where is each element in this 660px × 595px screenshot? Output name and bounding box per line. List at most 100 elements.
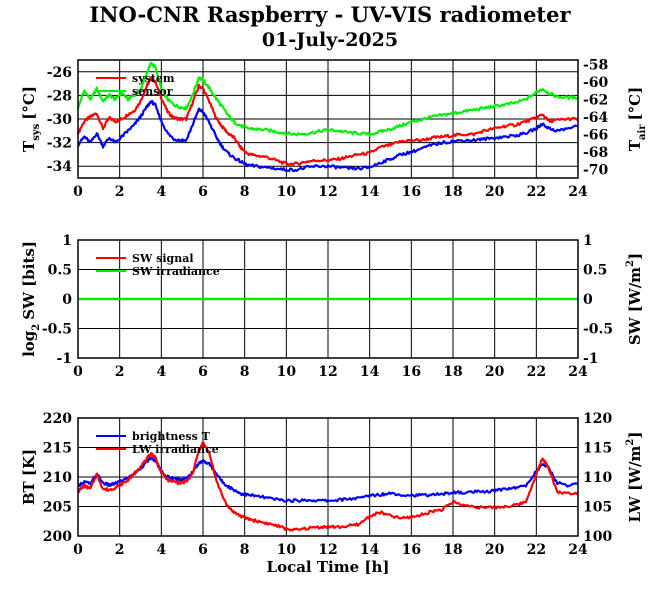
y-right-axis-label-unit: ] (626, 432, 644, 439)
y-left-axis-label-unit: SW [bits] (20, 241, 38, 320)
x-tick-label: 12 (318, 364, 337, 380)
x-tick-label: 4 (156, 364, 166, 380)
y-left-axis-label: BT [K] (20, 449, 38, 505)
y-right-tick-label: 0 (583, 292, 593, 308)
y-right-tick-label: 105 (583, 500, 612, 516)
y-left-tick-label: -34 (47, 159, 73, 175)
y-left-axis-label-main: log (20, 330, 38, 357)
x-tick-label: 4 (156, 184, 166, 200)
x-tick-label: 6 (198, 542, 208, 558)
y-right-axis-label-unit: ] (626, 253, 644, 260)
y-right-tick-label: -0.5 (583, 322, 613, 338)
x-tick-label: 16 (402, 364, 421, 380)
y-right-axis-label-main: LW [W/m (626, 445, 644, 522)
series-line-system (76, 76, 579, 167)
y-right-axis-label: Tair [°C] (626, 87, 648, 151)
y-right-tick-label: -64 (583, 110, 609, 126)
y-left-axis-label: log2 SW [bits] (20, 241, 42, 357)
y-right-axis-label-sub: air (637, 124, 648, 140)
y-right-tick-label: 120 (583, 411, 612, 427)
x-tick-label: 22 (527, 184, 546, 200)
x-tick-label: 8 (240, 364, 250, 380)
legend-label: SW irradiance (132, 265, 220, 278)
y-right-axis-label-sup: 2 (625, 439, 636, 446)
y-right-tick-label: 1 (583, 233, 593, 249)
series-line-sensor (76, 61, 579, 137)
y-right-axis-label-main: SW [W/m (626, 267, 644, 345)
y-right-tick-label: -68 (583, 145, 608, 161)
x-tick-label: 14 (360, 184, 380, 200)
y-right-tick-label: -58 (583, 57, 608, 73)
y-right-tick-label: -66 (583, 127, 608, 143)
chart-subtitle: 01-July-2025 (262, 29, 398, 51)
chart-title: INO-CNR Raspberry - UV-VIS radiometer (89, 2, 571, 27)
plot-frame (77, 239, 579, 359)
y-right-tick-label: -70 (583, 162, 609, 178)
y-right-axis-label: LW [W/m2] (625, 432, 644, 523)
y-right-tick-label: -62 (583, 92, 608, 108)
x-tick-label: 10 (277, 184, 297, 200)
y-left-tick-label: -1 (56, 351, 72, 367)
y-left-axis-label-unit: [°C] (20, 86, 38, 120)
y-right-axis-label-unit: [°C] (626, 87, 644, 121)
y-left-tick-label: 215 (43, 441, 72, 457)
x-tick-label: 20 (485, 542, 505, 558)
y-left-tick-label: -0.5 (42, 322, 72, 338)
y-left-tick-label: -26 (47, 65, 72, 81)
legend-label: brightness T (132, 430, 211, 443)
y-right-axis-label-main: T (626, 139, 644, 151)
y-left-tick-label: 210 (43, 470, 72, 486)
y-right-tick-label: 110 (583, 470, 612, 486)
x-tick-label: 6 (198, 364, 208, 380)
x-tick-label: 18 (443, 184, 462, 200)
y-left-tick-label: -30 (47, 112, 73, 128)
y-left-axis-label-sub: sys (31, 123, 42, 140)
y-left-tick-label: 200 (43, 529, 72, 545)
x-tick-label: 8 (240, 542, 250, 558)
y-left-tick-label: 0.5 (48, 263, 72, 279)
x-tick-label: 16 (402, 184, 421, 200)
x-tick-label: 20 (485, 184, 505, 200)
y-left-axis-label-main: T (20, 140, 38, 152)
y-left-tick-label: 1 (62, 233, 72, 249)
x-tick-label: 12 (318, 184, 337, 200)
y-right-tick-label: 100 (583, 529, 612, 545)
panel-temperatures: 0 2 4 6 8 10 12 14 16 18 20 22 24-26-28-30-32-34-58-… (20, 57, 648, 200)
y-left-tick-label: 0 (62, 292, 72, 308)
legend-label: system (132, 72, 175, 85)
plot-frame (77, 59, 579, 179)
y-left-axis-label: Tsys [°C] (20, 86, 42, 152)
legend-label: SW signal (132, 252, 194, 265)
x-tick-label: 24 (568, 542, 588, 558)
x-tick-label: 22 (527, 542, 546, 558)
y-left-tick-label: -32 (47, 136, 72, 152)
y-right-axis-label-sup: 2 (625, 260, 636, 267)
x-tick-label: 2 (115, 542, 125, 558)
x-tick-label: 10 (277, 364, 297, 380)
x-tick-label: 0 (73, 184, 83, 200)
x-tick-label: 22 (527, 364, 546, 380)
x-tick-label: 18 (443, 364, 462, 380)
x-tick-label: 14 (360, 542, 380, 558)
plot-frame (77, 417, 579, 537)
x-tick-label: 4 (156, 542, 166, 558)
x-tick-label: 14 (360, 364, 380, 380)
x-tick-label: 0 (73, 364, 83, 380)
x-tick-label: 10 (277, 542, 297, 558)
y-left-tick-label: 205 (43, 500, 72, 516)
x-tick-label: 2 (115, 184, 125, 200)
legend-label: LW irradiance (132, 443, 219, 456)
x-tick-label: 8 (240, 184, 250, 200)
y-left-tick-label: 220 (43, 411, 72, 427)
legend-label: sensor (132, 85, 173, 98)
x-tick-label: 0 (73, 542, 83, 558)
x-tick-label: 24 (568, 184, 588, 200)
y-left-axis-label-sub: 2 (31, 324, 42, 331)
x-tick-label: 6 (198, 184, 208, 200)
x-tick-label: 20 (485, 364, 505, 380)
x-tick-label: 24 (568, 364, 588, 380)
y-right-tick-label: -1 (583, 351, 599, 367)
panel-longwave: 0 2 4 6 8 10 12 14 16 18 20 22 242202152102052001201… (20, 411, 644, 576)
x-tick-label: 16 (402, 542, 421, 558)
